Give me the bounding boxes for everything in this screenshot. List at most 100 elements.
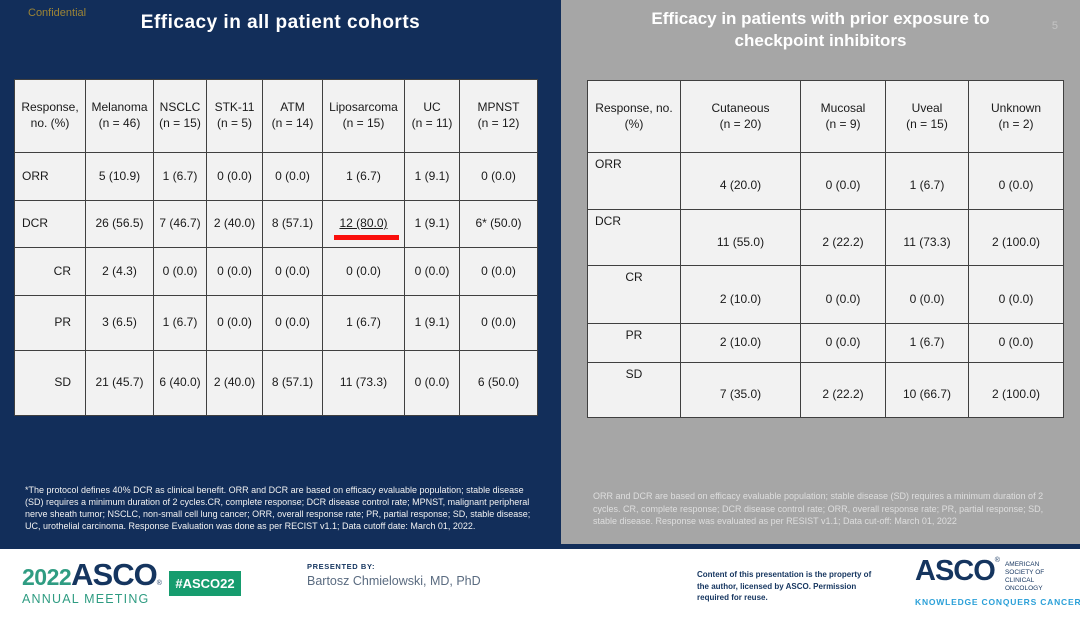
column-header-uveal: Uveal (n = 15) bbox=[885, 80, 969, 153]
row-label: PR bbox=[14, 295, 86, 351]
row-label: ORR bbox=[587, 152, 681, 210]
logo-annual-meeting: ANNUAL MEETING bbox=[22, 592, 150, 606]
value-cell: 0 (0.0) bbox=[404, 247, 460, 296]
right-footnote: ORR and DCR are based on efficacy evalua… bbox=[593, 491, 1044, 527]
value-cell: 2 (40.0) bbox=[206, 350, 263, 416]
value-cell: 0 (0.0) bbox=[800, 152, 886, 210]
value-cell: 1 (6.7) bbox=[153, 152, 207, 201]
column-header-atm: ATM (n = 14) bbox=[262, 79, 323, 153]
value-cell: 1 (6.7) bbox=[322, 295, 405, 351]
table-row-sd: SD 21 (45.7) 6 (40.0) 2 (40.0) 8 (57.1) … bbox=[14, 350, 538, 416]
value-cell: 0 (0.0) bbox=[459, 152, 538, 201]
presented-by-block: PRESENTED BY: Bartosz Chmielowski, MD, P… bbox=[307, 562, 481, 588]
value-cell: 1 (6.7) bbox=[885, 152, 969, 210]
value-cell: 26 (56.5) bbox=[85, 200, 154, 248]
efficacy-table-prior-cpi: Response, no. (%) Cutaneous (n = 20) Muco… bbox=[587, 80, 1064, 418]
row-label: SD bbox=[587, 362, 681, 418]
value-cell: 3 (6.5) bbox=[85, 295, 154, 351]
value-cell: 7 (46.7) bbox=[153, 200, 207, 248]
slide-footer: 2022 ASCO ® ANNUAL MEETING #ASCO22 PRESE… bbox=[0, 549, 1080, 624]
presenter-name: Bartosz Chmielowski, MD, PhD bbox=[307, 574, 481, 588]
society-name: AMERICAN SOCIETY OF CLINICAL ONCOLOGY bbox=[1004, 561, 1045, 593]
row-label: ORR bbox=[14, 152, 86, 201]
right-panel: Efficacy in patients with prior exposure… bbox=[561, 0, 1080, 544]
row-label: PR bbox=[587, 323, 681, 363]
value-cell: 0 (0.0) bbox=[206, 152, 263, 201]
column-header-mucosal: Mucosal (n = 9) bbox=[800, 80, 886, 153]
value-cell: 0 (0.0) bbox=[262, 247, 323, 296]
table-row-sd: SD 7 (35.0) 2 (22.2) 10 (66.7) 2 (100.0) bbox=[587, 362, 1064, 418]
column-header-unknown: Unknown (n = 2) bbox=[968, 80, 1064, 153]
value-cell: 11 (55.0) bbox=[680, 209, 801, 266]
value-cell: 0 (0.0) bbox=[262, 152, 323, 201]
value-cell: 0 (0.0) bbox=[322, 247, 405, 296]
table-row-cr: CR 2 (10.0) 0 (0.0) 0 (0.0) 0 (0.0) bbox=[587, 265, 1064, 324]
value-cell: 0 (0.0) bbox=[459, 295, 538, 351]
value-cell: 2 (40.0) bbox=[206, 200, 263, 248]
value-cell: 2 (100.0) bbox=[968, 209, 1064, 266]
value-cell: 0 (0.0) bbox=[262, 295, 323, 351]
value-cell: 21 (45.7) bbox=[85, 350, 154, 416]
column-header-uc: UC (n = 11) bbox=[404, 79, 460, 153]
confidential-label: Confidential bbox=[28, 7, 87, 19]
logo-asco-wordmark: ASCO bbox=[71, 557, 158, 592]
row-label: CR bbox=[14, 247, 86, 296]
column-header-cutaneous: Cutaneous (n = 20) bbox=[680, 80, 801, 153]
value-cell: 0 (0.0) bbox=[206, 295, 263, 351]
asco-2022-annual-meeting-logo: 2022 ASCO ® ANNUAL MEETING bbox=[22, 557, 162, 606]
copyright-text: Content of this presentation is the prop… bbox=[697, 570, 872, 603]
table-row-dcr: DCR 26 (56.5) 7 (46.7) 2 (40.0) 8 (57.1)… bbox=[14, 200, 538, 248]
value-cell: 0 (0.0) bbox=[800, 265, 886, 324]
value-cell: 0 (0.0) bbox=[459, 247, 538, 296]
table-row-orr: ORR 4 (20.0) 0 (0.0) 1 (6.7) 0 (0.0) bbox=[587, 152, 1064, 210]
value-cell: 0 (0.0) bbox=[968, 265, 1064, 324]
row-label: CR bbox=[587, 265, 681, 324]
value-cell: 11 (73.3) bbox=[322, 350, 405, 416]
table-row-orr: ORR 5 (10.9) 1 (6.7) 0 (0.0) 0 (0.0) 1 (… bbox=[14, 152, 538, 201]
column-header-mpnst: MPNST (n = 12) bbox=[459, 79, 538, 153]
value-cell: 6 (40.0) bbox=[153, 350, 207, 416]
value-cell: 0 (0.0) bbox=[404, 350, 460, 416]
value-cell: 0 (0.0) bbox=[968, 323, 1064, 363]
value-cell: 2 (22.2) bbox=[800, 362, 886, 418]
row-label: DCR bbox=[14, 200, 86, 248]
asco-tagline: KNOWLEDGE CONQUERS CANCER bbox=[915, 596, 1080, 607]
value-cell: 2 (22.2) bbox=[800, 209, 886, 266]
asco-wordmark: ASCO bbox=[915, 555, 996, 587]
value-cell: 4 (20.0) bbox=[680, 152, 801, 210]
slide-number: 5 bbox=[1051, 20, 1058, 32]
column-header-response: Response, no. (%) bbox=[587, 80, 681, 153]
row-label: SD bbox=[14, 350, 86, 416]
value-cell: 1 (6.7) bbox=[885, 323, 969, 363]
efficacy-table-all-cohorts: Response, no. (%) Melanoma (n = 46) NSCLC… bbox=[14, 79, 538, 416]
column-header-response: Response, no. (%) bbox=[14, 79, 86, 153]
table-header-row: Response, no. (%) Cutaneous (n = 20) Muco… bbox=[587, 80, 1064, 153]
value-cell: 2 (100.0) bbox=[968, 362, 1064, 418]
value-cell: 8 (57.1) bbox=[262, 350, 323, 416]
value-cell: 7 (35.0) bbox=[680, 362, 801, 418]
column-header-stk11: STK-11 (n = 5) bbox=[206, 79, 263, 153]
value-cell: 10 (66.7) bbox=[885, 362, 969, 418]
value-cell: 12 (80.0) bbox=[322, 200, 405, 248]
asco-society-logo: ASCO ® AMERICAN SOCIETY OF CLINICAL ONCO… bbox=[915, 555, 1080, 607]
table-row-pr: PR 3 (6.5) 1 (6.7) 0 (0.0) 0 (0.0) 1 (6.… bbox=[14, 295, 538, 351]
logo-year: 2022 bbox=[22, 564, 72, 590]
left-footnote: *The protocol defines 40% DCR as clinica… bbox=[25, 485, 531, 532]
row-label: DCR bbox=[587, 209, 681, 266]
presented-by-label: PRESENTED BY: bbox=[307, 562, 376, 571]
table-row-pr: PR 2 (10.0) 0 (0.0) 1 (6.7) 0 (0.0) bbox=[587, 323, 1064, 363]
value-cell: 6 (50.0) bbox=[459, 350, 538, 416]
asco22-hashtag-badge: #ASCO22 bbox=[169, 571, 241, 596]
value-cell: 0 (0.0) bbox=[885, 265, 969, 324]
value-cell: 2 (10.0) bbox=[680, 323, 801, 363]
value-cell: 5 (10.9) bbox=[85, 152, 154, 201]
registered-mark-icon: ® bbox=[156, 580, 162, 587]
value-cell: 6* (50.0) bbox=[459, 200, 538, 248]
value-cell: 2 (4.3) bbox=[85, 247, 154, 296]
table-row-dcr: DCR 11 (55.0) 2 (22.2) 11 (73.3) 2 (100.… bbox=[587, 209, 1064, 266]
column-header-melanoma: Melanoma (n = 46) bbox=[85, 79, 154, 153]
value-cell: 1 (9.1) bbox=[404, 200, 460, 248]
value-cell: 1 (6.7) bbox=[153, 295, 207, 351]
value-cell: 1 (9.1) bbox=[404, 152, 460, 201]
